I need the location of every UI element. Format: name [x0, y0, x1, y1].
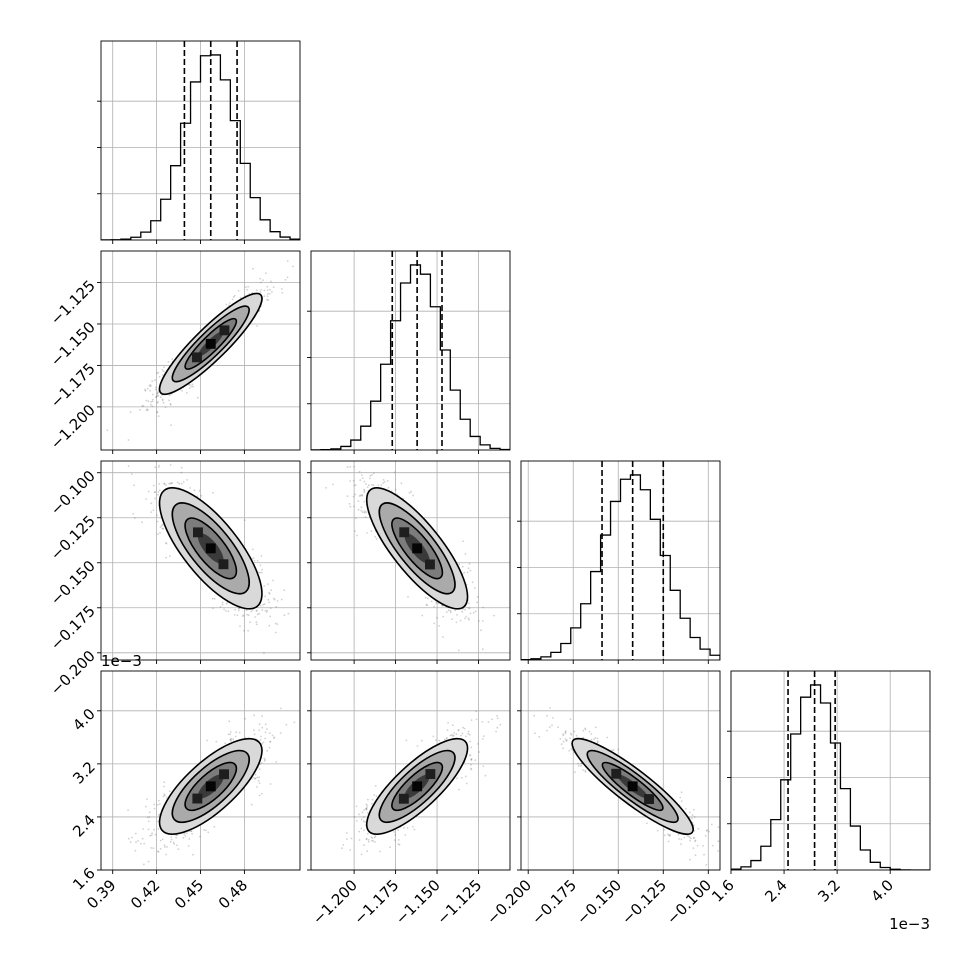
x-tick-label: 3.2	[814, 876, 844, 906]
y-tick-label: −0.150	[47, 557, 99, 609]
panel-1-0	[97, 250, 301, 454]
offset-label-y: 1e−3	[101, 652, 142, 670]
panel-frame	[310, 670, 511, 871]
y-tick-label: −1.125	[47, 277, 99, 329]
panel-frame	[310, 250, 511, 451]
panel-3-1	[307, 670, 511, 874]
panel-0-0	[97, 40, 301, 244]
y-tick-label: −1.150	[47, 318, 99, 370]
density-cells	[193, 527, 229, 570]
y-tick-label: −1.175	[47, 360, 99, 412]
x-tick-label: 0.48	[215, 876, 251, 912]
density-cell	[219, 769, 229, 780]
x-tick-label: 2.4	[761, 876, 791, 906]
histogram-2	[521, 474, 720, 660]
x-tick-label: −1.200	[309, 876, 361, 928]
density-cell	[412, 781, 423, 792]
density-cell	[644, 794, 654, 804]
density-cell	[205, 781, 216, 792]
density-cell	[425, 769, 436, 779]
panel-3-3	[727, 670, 931, 874]
y-tick-label: −1.200	[47, 401, 99, 453]
density-cell	[425, 559, 435, 570]
y-tick-label: 4.0	[69, 705, 99, 735]
panel-frame	[520, 460, 721, 661]
y-tick-label: −0.175	[47, 602, 99, 654]
density-cells	[399, 527, 435, 570]
panel-3-0	[97, 670, 301, 874]
panel-2-1	[307, 460, 511, 664]
x-tick-label: 1.6	[708, 876, 738, 906]
density-cell	[218, 559, 229, 570]
panel-2-2	[517, 460, 721, 664]
density-cell	[399, 527, 410, 538]
panel-frame	[310, 460, 511, 661]
y-tick-label: −0.200	[47, 647, 99, 699]
density-cell	[205, 338, 216, 349]
offset-label-x: 1e−3	[889, 915, 930, 933]
density-cell	[192, 352, 202, 363]
x-tick-label: −1.150	[392, 876, 444, 928]
panel-2-0	[97, 460, 301, 664]
x-tick-label: 0.45	[171, 876, 207, 912]
x-tick-label: 4.0	[867, 876, 897, 906]
x-tick-label: −0.100	[663, 876, 715, 928]
y-tick-label: 2.4	[69, 811, 99, 841]
y-tick-label: 3.2	[69, 758, 99, 788]
y-tick-label: −0.125	[47, 512, 99, 564]
density-cell	[193, 527, 203, 538]
panel-3-2	[517, 670, 721, 874]
density-cells	[398, 769, 436, 804]
x-tick-label: 0.42	[127, 876, 163, 912]
density-cell	[192, 793, 203, 804]
x-tick-label: −1.175	[350, 876, 402, 928]
density-cell	[398, 793, 409, 804]
density-cell	[219, 325, 230, 336]
panel-frame	[520, 670, 721, 871]
x-tick-label: −1.125	[433, 876, 485, 928]
density-cell	[627, 781, 638, 792]
x-tick-label: −0.200	[483, 876, 535, 928]
histogram-1	[311, 264, 510, 450]
density-cells	[192, 325, 230, 363]
histogram-3	[731, 684, 930, 870]
y-tick-label: −0.100	[47, 467, 99, 519]
x-tick-label: −0.150	[573, 876, 625, 928]
histogram-0	[101, 54, 300, 240]
panel-frame	[730, 670, 931, 871]
density-cell	[205, 543, 216, 554]
panel-1-1	[307, 250, 511, 454]
density-cells	[611, 768, 654, 804]
x-tick-label: −0.125	[618, 876, 670, 928]
density-cell	[611, 768, 622, 779]
x-tick-label: −0.175	[528, 876, 580, 928]
density-cells	[192, 769, 229, 804]
density-cell	[412, 543, 423, 554]
